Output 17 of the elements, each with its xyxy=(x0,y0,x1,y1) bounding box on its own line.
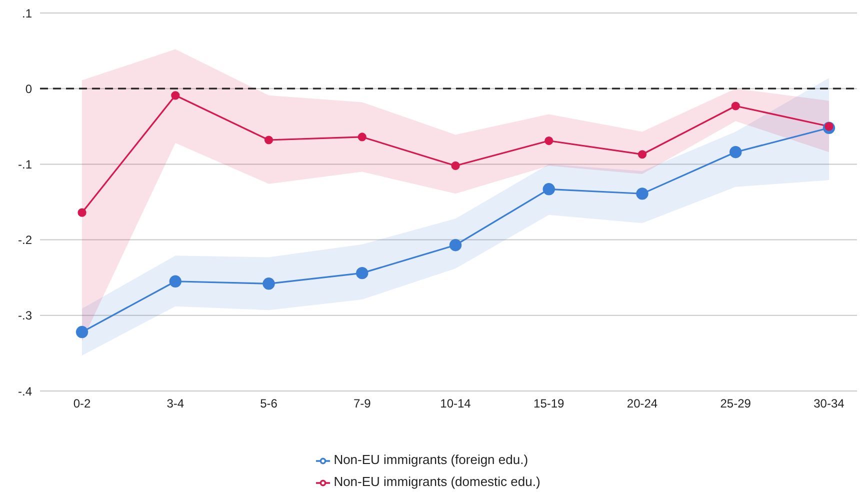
x-tick-label: 30-34 xyxy=(814,396,845,411)
x-tick-label: 20-24 xyxy=(626,396,658,411)
y-tick-label: -.1 xyxy=(18,157,32,172)
x-tick-label: 3-4 xyxy=(166,396,184,411)
x-tick-label: 25-29 xyxy=(720,396,752,411)
legend-label: Non-EU immigrants (domestic edu.) xyxy=(334,474,540,489)
y-tick-label: -.4 xyxy=(18,384,32,398)
x-tick-label: 5-6 xyxy=(260,396,278,411)
x-tick-label: 7-9 xyxy=(353,396,372,411)
x-tick-label: 15-19 xyxy=(534,396,565,411)
x-tick-label: 0-2 xyxy=(73,396,92,411)
x-tick-label: 10-14 xyxy=(440,396,472,411)
y-tick-label: -.3 xyxy=(18,308,32,323)
y-tick-label: .1 xyxy=(22,6,32,20)
y-tick-label: -.2 xyxy=(18,233,32,248)
y-tick-label: 0 xyxy=(25,82,32,96)
legend-label: Non-EU immigrants (foreign edu.) xyxy=(334,452,528,467)
